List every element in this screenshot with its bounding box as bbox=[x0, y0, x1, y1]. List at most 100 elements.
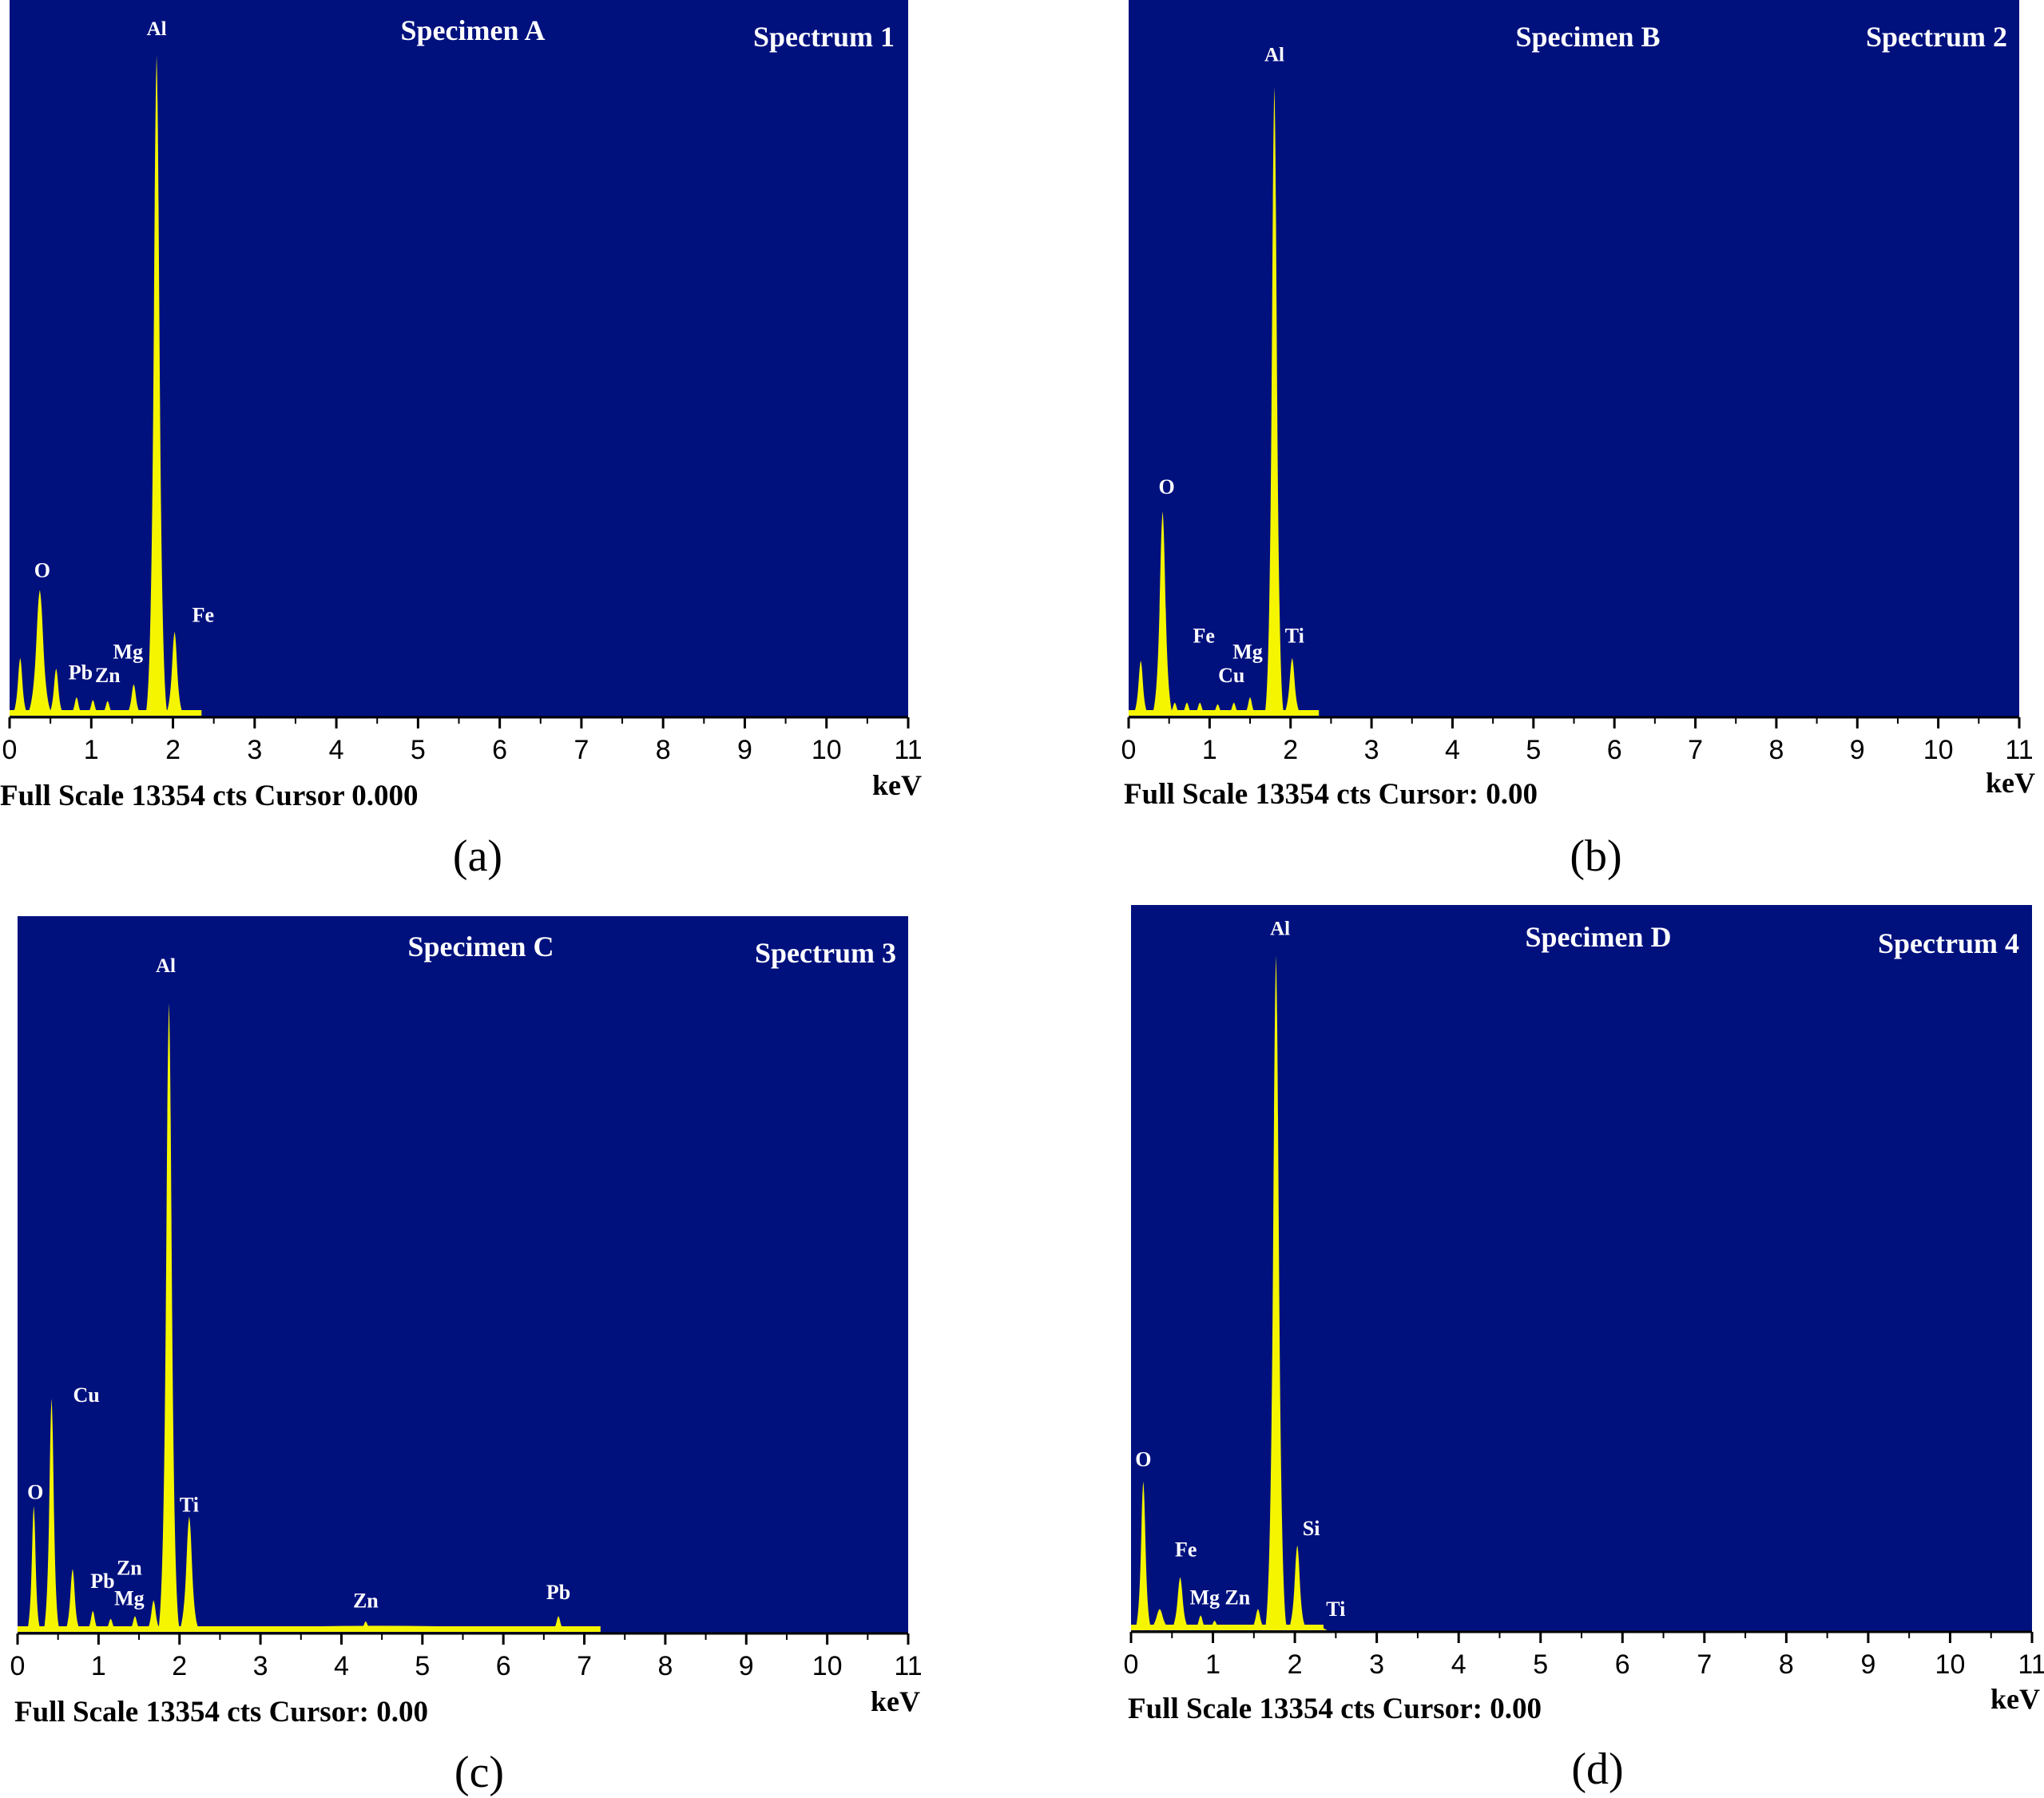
x-tick-label: 7 bbox=[574, 735, 589, 765]
x-tick-label: 8 bbox=[1779, 1649, 1794, 1680]
x-tick-label: 6 bbox=[1615, 1649, 1630, 1680]
x-tick-label: 11 bbox=[894, 1651, 922, 1681]
caption-c: (c) bbox=[454, 1748, 505, 1797]
x-axis-unit: keV bbox=[872, 769, 922, 801]
element-label-o: O bbox=[1159, 475, 1175, 498]
element-label-mg: Mg bbox=[114, 1586, 145, 1609]
x-axis-unit: keV bbox=[1990, 1683, 2040, 1715]
spectrum-label: Spectrum 4 bbox=[1878, 927, 2019, 959]
x-tick-label: 10 bbox=[812, 735, 842, 765]
x-tick-label: 1 bbox=[1205, 1649, 1220, 1680]
spectrum-peak bbox=[99, 701, 116, 716]
element-label-o: O bbox=[1135, 1448, 1151, 1471]
spectrum-peak-o bbox=[1133, 1481, 1153, 1630]
x-tick-label: 1 bbox=[84, 735, 99, 765]
x-tick-label: 5 bbox=[1526, 735, 1541, 765]
spectrum-peak-al bbox=[157, 1002, 181, 1632]
element-label-al: Al bbox=[1264, 45, 1284, 66]
x-tick-label: 7 bbox=[577, 1651, 592, 1681]
x-tick-label: 11 bbox=[894, 735, 922, 765]
element-label-zn: Zn bbox=[95, 664, 121, 687]
x-axis-unit: keV bbox=[871, 1685, 920, 1717]
footer-status: Full Scale 13354 cts Cursor: 0.00 bbox=[14, 1696, 428, 1729]
x-tick-label: 3 bbox=[1364, 735, 1379, 765]
x-tick-label: 6 bbox=[492, 735, 507, 765]
element-label-al: Al bbox=[1270, 919, 1290, 940]
element-label-mg: Mg bbox=[113, 640, 144, 663]
x-tick-label: 9 bbox=[1850, 735, 1865, 765]
element-label-al: Al bbox=[156, 955, 176, 977]
spectrum-peak-zn bbox=[85, 700, 101, 716]
x-tick-label: 0 bbox=[10, 1651, 26, 1681]
element-label-ti: Ti bbox=[180, 1494, 199, 1517]
plot-area bbox=[10, 0, 908, 717]
x-tick-label: 5 bbox=[411, 735, 426, 765]
spectrum-peak-pb bbox=[69, 697, 85, 716]
x-tick-label: 10 bbox=[1935, 1649, 1966, 1680]
spectrum-peak-o bbox=[25, 589, 54, 716]
spectrum-peak-mg bbox=[1193, 1615, 1209, 1630]
spectrum-peak-mg bbox=[125, 684, 143, 716]
spectrum-peak bbox=[144, 1600, 163, 1632]
element-label-si: Si bbox=[1303, 1517, 1320, 1540]
element-label-zn: Zn bbox=[1224, 1586, 1250, 1609]
specimen-title: Specimen D bbox=[1526, 921, 1672, 953]
spectrum-peak-mg bbox=[1242, 697, 1258, 716]
x-tick-label: 3 bbox=[1369, 1649, 1384, 1680]
spectrum-peak-si bbox=[1287, 1545, 1308, 1630]
spectrum-peak-fe bbox=[1169, 1577, 1191, 1630]
spectrum-peak bbox=[63, 1569, 82, 1632]
x-tick-label: 8 bbox=[1768, 735, 1784, 765]
element-label-mg: Mg bbox=[1232, 640, 1263, 663]
x-tick-label: 2 bbox=[165, 735, 181, 765]
caption-b: (b) bbox=[1570, 832, 1622, 881]
spectrum-peak bbox=[1226, 702, 1242, 716]
x-tick-label: 6 bbox=[496, 1651, 511, 1681]
spectrum-peak-ti bbox=[1312, 1625, 1328, 1630]
caption-d: (d) bbox=[1571, 1744, 1624, 1794]
x-axis-unit: keV bbox=[1986, 767, 2035, 799]
element-label-mg: Mg bbox=[1190, 1586, 1220, 1609]
element-label-pb: Pb bbox=[69, 661, 93, 685]
spectrum-peak-al bbox=[1264, 86, 1285, 716]
x-tick-label: 11 bbox=[2005, 735, 2033, 765]
plot-area bbox=[1131, 905, 2032, 1632]
spectrum-label: Spectrum 2 bbox=[1866, 21, 2007, 53]
x-tick-label: 7 bbox=[1688, 735, 1703, 765]
element-label-ti: Ti bbox=[1326, 1598, 1345, 1621]
spectrum-peak-fe bbox=[164, 632, 185, 716]
x-tick-label: 2 bbox=[1288, 1649, 1303, 1680]
element-label-cu: Cu bbox=[73, 1383, 100, 1407]
spectrum-peak-cu bbox=[42, 1399, 61, 1632]
spectrum-peak bbox=[1131, 661, 1150, 716]
x-tick-label: 1 bbox=[91, 1651, 106, 1681]
x-tick-label: 9 bbox=[737, 735, 752, 765]
spectrum-peak bbox=[1146, 1609, 1173, 1630]
element-label-fe: Fe bbox=[1193, 625, 1215, 648]
element-label-al: Al bbox=[147, 18, 167, 40]
element-label-fe: Fe bbox=[1175, 1538, 1197, 1562]
spectrum-label: Spectrum 1 bbox=[753, 21, 895, 53]
spectrum-panel-d: O Fe Mg Zn Si Ti Al Specimen D Spectrum 4 0 1 2 3… bbox=[1124, 905, 2044, 1725]
element-label-pb: Pb bbox=[546, 1581, 570, 1604]
spectrum-peak bbox=[1248, 1609, 1268, 1630]
element-label-zn: Zn bbox=[353, 1590, 379, 1613]
x-tick-label: 0 bbox=[1124, 1649, 1139, 1680]
spectrum-peak-zn bbox=[358, 1621, 374, 1632]
spectrum-peak-al bbox=[145, 55, 169, 716]
x-tick-label: 4 bbox=[329, 735, 344, 765]
spectrum-peak-o bbox=[1150, 511, 1175, 716]
spectrum-peak-pb bbox=[85, 1610, 101, 1632]
spectrum-baseline bbox=[1131, 1625, 1324, 1630]
x-tick-label: 9 bbox=[739, 1651, 754, 1681]
spectrum-baseline bbox=[1129, 710, 1320, 716]
spectrum-peak-zn bbox=[127, 1616, 143, 1632]
footer-status: Full Scale 13354 cts Cursor: 0.00 bbox=[1128, 1693, 1542, 1725]
element-label-o: O bbox=[34, 559, 50, 582]
x-tick-label: 3 bbox=[247, 735, 262, 765]
specimen-title: Specimen B bbox=[1515, 21, 1660, 53]
x-tick-label: 4 bbox=[1445, 735, 1460, 765]
spectrum-peak-ti bbox=[177, 1516, 201, 1632]
